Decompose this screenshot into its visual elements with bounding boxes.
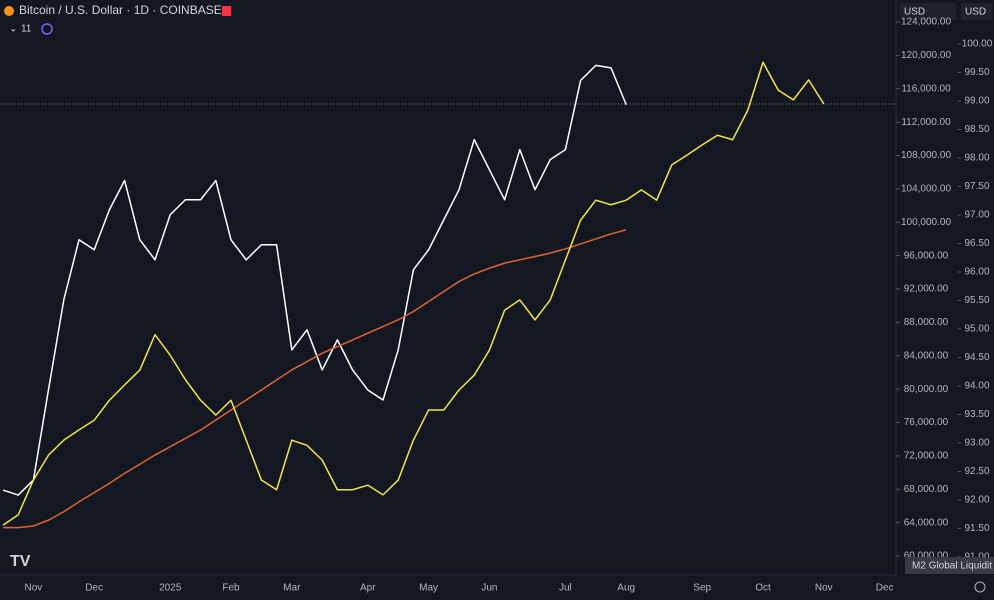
chevron: ⌄ [9, 24, 17, 35]
x-tick-label: Oct [755, 583, 771, 594]
x-tick-label: Jul [559, 583, 572, 594]
currency-box[interactable] [900, 3, 956, 20]
y2-tick-label: 93.00 [964, 438, 989, 449]
x-tick-label: Mar [283, 583, 301, 594]
x-tick-label: Sep [693, 583, 711, 594]
y-tick-label: 96,000.00 [904, 250, 949, 261]
y-tick-label: 72,000.00 [904, 451, 949, 462]
tv-logo: TV [10, 553, 31, 570]
y2-tick-label: 96.00 [964, 267, 989, 278]
x-tick-label: Jun [481, 583, 497, 594]
y2-tick-label: 94.00 [964, 381, 989, 392]
plot [2, 61, 825, 529]
overlay-label-box [905, 557, 994, 574]
indicator-count[interactable]: 11 [21, 24, 32, 35]
y-tick-label: 80,000.00 [904, 384, 949, 395]
x-tick-label: Dec [876, 583, 894, 594]
currency-right: USD [965, 7, 986, 18]
y-tick-label: 88,000.00 [904, 317, 949, 328]
currency-box[interactable] [961, 3, 992, 20]
y-tick-label: 68,000.00 [904, 484, 949, 495]
y2-tick-label: 92.50 [964, 466, 989, 477]
y2-tick-label: 92.00 [964, 495, 989, 506]
y2-tick-label: 91.50 [964, 523, 989, 534]
y-tick-label: 108,000.00 [901, 150, 951, 161]
x-tick-label: May [419, 583, 438, 594]
y2-tick-label: 99.00 [964, 96, 989, 107]
flag-icon [222, 6, 231, 16]
x-tick-label: Nov [25, 583, 43, 594]
y-tick-label: 92,000.00 [904, 284, 949, 295]
x-tick-label: Aug [617, 583, 635, 594]
y-tick-label: 76,000.00 [904, 417, 949, 428]
y-tick-label: 116,000.00 [901, 83, 951, 94]
y-tick-label: 100,000.00 [901, 217, 951, 228]
x-tick-label: Dec [85, 583, 103, 594]
y2-tick-label: 97.50 [964, 181, 989, 192]
overlay-label: M2 Global Liquidit [912, 561, 992, 572]
y-tick-label: 60,000.00 [904, 551, 949, 562]
y2-tick-label: 98.50 [964, 124, 989, 135]
x-tick-label: Apr [360, 583, 376, 594]
settings-icon[interactable] [974, 581, 986, 593]
indicator-icon [41, 23, 53, 35]
btc-icon [4, 6, 14, 16]
y-tick-label: 112,000.00 [901, 117, 951, 128]
symbol-title: Bitcoin / U.S. Dollar · 1D · COINBASE [19, 3, 222, 17]
y2-tick-label: 97.00 [964, 210, 989, 221]
y2-tick-label: 95.00 [964, 324, 989, 335]
y-tick-label: 84,000.00 [904, 350, 949, 361]
x-tick-label: 2025 [159, 583, 182, 594]
axes: 60,000.00 64,000.00 68,000.00 72,000.00 76,0… [25, 17, 993, 594]
series-line [2, 64, 627, 496]
y2-tick-label: 94.50 [964, 352, 989, 363]
y-tick-label: 104,000.00 [901, 184, 951, 195]
y2-tick-label: 99.50 [964, 67, 989, 78]
y2-tick-label: 98.00 [964, 153, 989, 164]
y2-tick-label: 100.00 [962, 39, 993, 50]
y2-tick-label: 96.50 [964, 238, 989, 249]
y-tick-label: 64,000.00 [904, 517, 949, 528]
y-tick-label: 120,000.00 [901, 50, 951, 61]
x-tick-label: Nov [815, 583, 833, 594]
y-tick-label: 124,000.00 [901, 17, 951, 28]
currency-left: USD [904, 7, 925, 18]
x-tick-label: Feb [222, 583, 240, 594]
series-line [2, 61, 825, 526]
y2-tick-label: 95.50 [964, 295, 989, 306]
y2-tick-label: 93.50 [964, 409, 989, 420]
series-line [3, 229, 627, 529]
